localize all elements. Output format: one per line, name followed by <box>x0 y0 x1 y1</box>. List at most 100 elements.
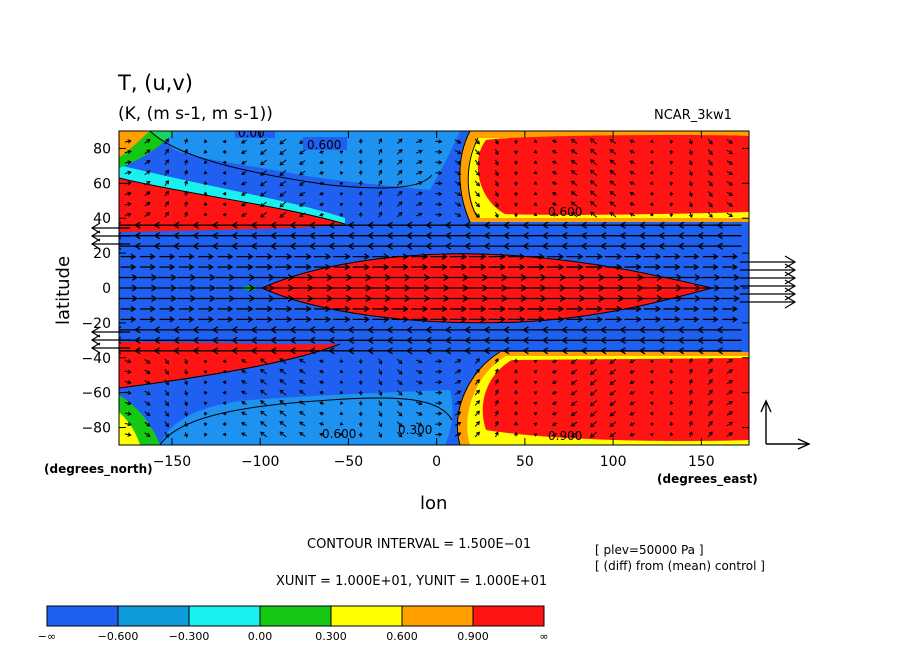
wind-arrow <box>533 401 538 406</box>
wind-arrow <box>701 295 721 302</box>
wind-arrow <box>649 160 654 165</box>
contour-label: 0.600 <box>548 205 582 219</box>
wind-arrow <box>222 181 227 186</box>
wind-arrow <box>551 380 558 385</box>
wind-arrow <box>663 305 681 313</box>
wind-arrow <box>488 253 506 260</box>
wind-arrow <box>184 369 189 375</box>
wind-arrow <box>716 326 742 334</box>
wind-arrow <box>397 201 403 207</box>
wind-arrow <box>726 149 734 155</box>
wind-arrow <box>533 160 538 164</box>
wind-arrow <box>629 422 635 426</box>
y-tick-label: −60 <box>81 386 111 402</box>
wind-arrow <box>681 284 702 292</box>
wind-arrow <box>178 253 195 260</box>
wind-arrow <box>570 170 578 176</box>
wind-arrow <box>222 160 227 165</box>
wind-arrow <box>319 149 325 154</box>
wind-arrow <box>260 159 267 166</box>
wind-arrow <box>358 180 363 186</box>
wind-arrow <box>533 380 538 385</box>
wind-arrow <box>669 431 674 437</box>
wind-arrow <box>222 191 227 196</box>
wind-arrow <box>589 148 598 155</box>
wind-arrow <box>716 242 742 250</box>
wind-arrow <box>454 139 462 144</box>
wind-arrow <box>144 400 151 406</box>
wind-arrow <box>570 149 578 155</box>
wind-arrow <box>533 370 538 374</box>
wind-arrow <box>474 170 480 176</box>
wind-arrow <box>164 169 169 176</box>
wind-arrow <box>688 410 693 417</box>
wind-arrow <box>275 305 293 313</box>
wind-arrow <box>275 253 293 260</box>
region-sw-red <box>119 342 340 388</box>
wind-arrow <box>279 159 287 166</box>
wind-arrow <box>570 379 578 385</box>
wind-arrow <box>279 190 287 197</box>
wind-arrow <box>177 284 197 292</box>
wind-arrow <box>605 305 623 313</box>
contour-label: 0.600 <box>322 427 356 441</box>
wind-arrow <box>358 201 363 207</box>
wind-arrow <box>643 253 662 260</box>
wind-arrow <box>454 359 462 364</box>
wind-arrow <box>488 305 506 313</box>
wind-arrow <box>358 169 363 175</box>
wind-arrow <box>352 316 371 323</box>
wind-arrow <box>157 284 177 292</box>
wind-arrow <box>279 211 287 218</box>
wind-arrow <box>494 420 499 427</box>
wind-arrow <box>688 159 693 166</box>
wind-arrow <box>533 422 538 427</box>
wind-arrow <box>726 359 734 364</box>
wind-arrow <box>222 212 227 217</box>
wind-arrow <box>629 432 635 437</box>
wind-arrow <box>299 421 306 427</box>
wind-arrow <box>454 432 462 437</box>
wind-arrow <box>629 150 635 154</box>
wind-arrow <box>260 212 267 218</box>
wind-arrow <box>629 191 635 196</box>
wind-arrow <box>241 380 247 384</box>
wind-arrow <box>494 201 499 208</box>
wind-arrow <box>415 401 423 406</box>
wind-arrow <box>358 411 363 417</box>
wind-arrow <box>649 181 654 186</box>
wind-arrow <box>144 139 151 144</box>
wind-arrow <box>726 380 734 385</box>
region-ne-red <box>477 135 749 215</box>
wind-arrow <box>669 192 674 197</box>
wind-arrow <box>415 422 423 427</box>
wind-arrow <box>546 263 565 271</box>
wind-arrow <box>397 369 403 375</box>
wind-arrow <box>241 432 247 437</box>
wind-arrow <box>688 420 693 427</box>
wind-arrow <box>494 410 499 417</box>
colorbar-swatch <box>472 605 545 627</box>
wind-arrow <box>624 253 642 260</box>
wind-arrow <box>119 274 139 281</box>
wind-arrow <box>669 160 674 165</box>
wind-arrow <box>454 170 462 176</box>
wind-arrow <box>415 380 423 385</box>
wind-arrow <box>589 358 598 365</box>
wind-arrow <box>449 305 468 313</box>
wind-arrow <box>217 264 234 271</box>
wind-arrow <box>339 192 344 196</box>
wind-arrow <box>514 192 519 197</box>
wind-arrow <box>279 410 287 417</box>
wind-arrow <box>720 295 740 302</box>
wind-arrow <box>649 370 654 374</box>
contour-labels: 0.00 0.600 0.600 0.600 0.300 0.900 <box>235 131 582 443</box>
wind-arrow <box>435 421 443 427</box>
wind-arrow <box>279 368 287 375</box>
wind-arrow <box>124 149 132 154</box>
wind-arrow <box>184 358 189 365</box>
wind-arrow <box>702 253 719 260</box>
wind-arrow <box>609 170 617 176</box>
wind-arrow <box>397 211 403 218</box>
wind-arrow <box>339 380 344 384</box>
